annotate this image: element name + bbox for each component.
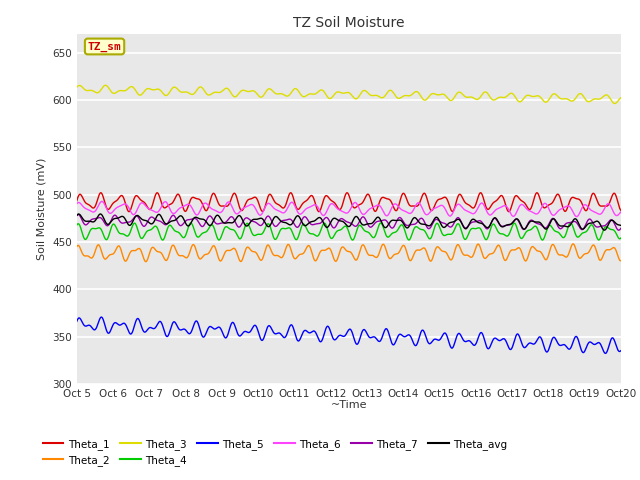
Y-axis label: Soil Moisture (mV): Soil Moisture (mV): [36, 157, 47, 260]
Legend: Theta_1, Theta_2, Theta_3, Theta_4, Theta_5, Theta_6, Theta_7, Theta_avg: Theta_1, Theta_2, Theta_3, Theta_4, Thet…: [38, 435, 511, 470]
X-axis label: ~Time: ~Time: [330, 400, 367, 410]
Title: TZ Soil Moisture: TZ Soil Moisture: [293, 16, 404, 30]
Text: TZ_sm: TZ_sm: [88, 41, 122, 51]
